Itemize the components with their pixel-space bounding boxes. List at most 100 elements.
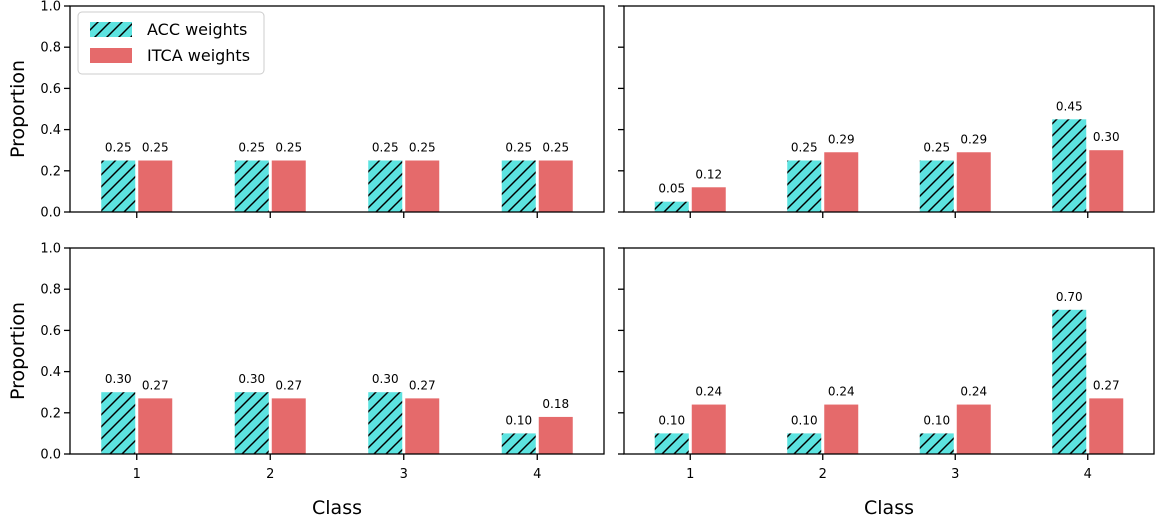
- bar-value-label-itca: 0.18: [542, 397, 569, 411]
- bar-acc: [787, 160, 822, 212]
- y-tick-label: 1.0: [40, 0, 61, 15]
- panel-3: 0.0 0.2 0.4 0.6 0.8 1.0 1 2 3 4 0.30 0.27 0.30 0.27 0.…: [7, 242, 605, 519]
- bar-value-label-itca: 0.29: [960, 132, 987, 146]
- bar-value-label-acc: 0.30: [238, 372, 265, 386]
- bar-acc: [368, 160, 403, 212]
- bar-value-label-acc: 0.25: [372, 141, 399, 155]
- y-axis-title: Proportion: [7, 302, 29, 400]
- bar-itca: [1089, 398, 1124, 454]
- bar-value-label-itca: 0.29: [828, 132, 855, 146]
- panel-2: 0.05 0.12 0.25 0.29 0.25 0.29 0.45 0.30: [618, 5, 1155, 218]
- bar-itca: [538, 416, 573, 454]
- bar-value-label-itca: 0.25: [275, 141, 302, 155]
- x-tick-label: 4: [533, 467, 541, 482]
- bar-acc: [101, 392, 136, 454]
- x-tick-label: 2: [819, 467, 827, 482]
- bar-value-label-acc: 0.45: [1056, 99, 1083, 113]
- bar-acc: [501, 433, 536, 454]
- x-tick-label: 3: [951, 467, 959, 482]
- bar-acc: [919, 160, 954, 212]
- x-tick-label: 1: [133, 467, 141, 482]
- panels: 0.00.20.40.60.81.00.25 0.25 0.25 0.25 0.25 0.…: [7, 0, 1155, 519]
- legend-label-itca: ITCA weights: [147, 46, 250, 65]
- bar-acc: [654, 201, 689, 212]
- legend-swatch-itca: [90, 48, 132, 63]
- bar-value-label-acc: 0.05: [658, 182, 685, 196]
- x-axis-title: Class: [864, 497, 914, 519]
- bar-itca: [956, 152, 991, 212]
- bar-value-label-acc: 0.25: [105, 141, 132, 155]
- bar-itca: [538, 160, 573, 212]
- bar-acc: [234, 392, 269, 454]
- bar-itca: [271, 398, 306, 454]
- bar-itca: [824, 152, 859, 212]
- bar-value-label-acc: 0.10: [923, 413, 950, 427]
- bar-value-label-acc: 0.10: [658, 413, 685, 427]
- bar-value-label-itca: 0.27: [409, 378, 436, 392]
- bar-itca: [271, 160, 306, 212]
- bar-value-label-acc: 0.30: [372, 372, 399, 386]
- plot-frame: [623, 5, 1155, 213]
- panel-1: 0.0 0.2 0.4 0.6 0.8 1.0 0.25 0.25 0.25 0.25 0.25 0.…: [7, 0, 605, 221]
- bar-acc: [654, 433, 689, 454]
- bar-acc: [787, 433, 822, 454]
- bar-acc: [368, 392, 403, 454]
- plot-frame: [69, 247, 605, 455]
- bar-value-label-itca: 0.24: [828, 385, 855, 399]
- bar-itca: [138, 398, 173, 454]
- bar-acc: [919, 433, 954, 454]
- bar-value-label-itca: 0.25: [409, 141, 436, 155]
- bar-value-label-acc: 0.25: [505, 141, 532, 155]
- bar-acc: [1052, 119, 1087, 212]
- bar-value-label-acc: 0.25: [923, 141, 950, 155]
- y-tick-label: 0.4: [40, 123, 61, 138]
- bar-itca: [405, 160, 440, 212]
- legend-label-acc: ACC weights: [147, 20, 247, 39]
- bar-acc: [101, 160, 136, 212]
- y-tick-label: 1.0: [40, 242, 61, 257]
- bar-value-label-acc: 0.10: [791, 413, 818, 427]
- y-tick-label: 0.0: [40, 448, 61, 463]
- bar-itca: [1089, 150, 1124, 212]
- y-tick-label: 0.8: [40, 41, 61, 56]
- bar-value-label-itca: 0.25: [142, 141, 169, 155]
- plot-frame: [623, 247, 1155, 455]
- x-axis-title: Class: [312, 497, 362, 519]
- bar-value-label-acc: 0.25: [791, 141, 818, 155]
- bar-itca: [405, 398, 440, 454]
- bar-value-label-itca: 0.27: [142, 378, 169, 392]
- bar-value-label-itca: 0.24: [695, 385, 722, 399]
- legend: ACC weights ITCA weights: [77, 11, 265, 75]
- x-tick-label: 1: [686, 467, 694, 482]
- bar-itca: [824, 404, 859, 454]
- y-tick-label: 0.8: [40, 283, 61, 298]
- bar-acc: [234, 160, 269, 212]
- bar-value-label-itca: 0.30: [1093, 130, 1120, 144]
- bar-value-label-acc: 0.10: [505, 413, 532, 427]
- y-tick-label: 0.2: [40, 164, 61, 179]
- plot-frame: [69, 5, 605, 213]
- bar-value-label-itca: 0.25: [542, 141, 569, 155]
- bar-value-label-itca: 0.27: [1093, 378, 1120, 392]
- bar-itca: [956, 404, 991, 454]
- bar-itca: [691, 404, 726, 454]
- bar-value-label-acc: 0.25: [238, 141, 265, 155]
- bar-value-label-acc: 0.70: [1056, 290, 1083, 304]
- bar-value-label-itca: 0.12: [695, 167, 722, 181]
- bar-value-label-itca: 0.27: [275, 378, 302, 392]
- bar-acc: [1052, 309, 1087, 454]
- legend-swatch-acc: [90, 22, 132, 37]
- bar-value-label-acc: 0.30: [105, 372, 132, 386]
- bar-itca: [138, 160, 173, 212]
- bar-itca: [691, 187, 726, 212]
- y-tick-label: 0.6: [40, 324, 61, 339]
- y-tick-label: 0.4: [40, 365, 61, 380]
- bar-value-label-itca: 0.24: [960, 385, 987, 399]
- x-tick-label: 4: [1084, 467, 1092, 482]
- panel-4: 1 2 3 4 0.10 0.24 0.10 0.24 0.10 0.24 0.70 0.27 Clas…: [618, 247, 1155, 519]
- y-axis-title: Proportion: [7, 60, 29, 158]
- y-tick-label: 0.0: [40, 206, 61, 221]
- x-tick-label: 3: [400, 467, 408, 482]
- y-tick-label: 0.6: [40, 82, 61, 97]
